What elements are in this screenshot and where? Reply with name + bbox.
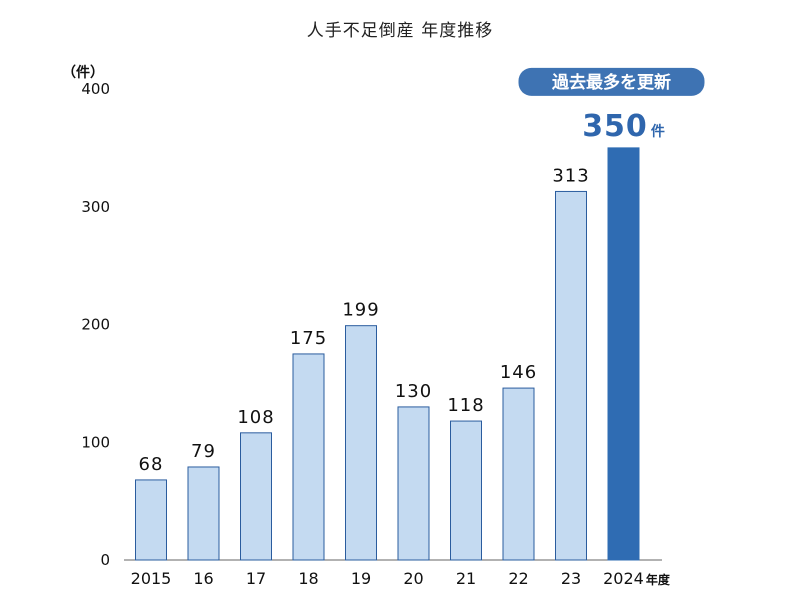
data-label: 175 <box>290 328 327 349</box>
x-tick-label: 18 <box>298 569 318 588</box>
data-label: 108 <box>237 407 274 428</box>
bar <box>345 325 377 561</box>
x-tick-label: 23 <box>561 569 581 588</box>
bar <box>555 190 587 561</box>
y-tick-label: 100 <box>81 433 110 451</box>
data-labels: 68 79 108 175 199 130 118 146 313 350 件 <box>139 109 665 475</box>
data-label: 199 <box>342 300 379 321</box>
x-axis: 2015 16 17 18 19 20 21 22 23 2024 年度 <box>131 569 671 588</box>
y-axis-unit-label: （件） <box>62 64 104 81</box>
y-tick-label: 200 <box>81 316 110 334</box>
x-tick-label: 2015 <box>131 569 172 588</box>
x-tick-label: 16 <box>193 569 213 588</box>
x-tick-label: 2024 年度 <box>603 569 671 588</box>
x-tick-label: 17 <box>246 569 266 588</box>
y-tick-label: 300 <box>81 198 110 216</box>
record-high-badge-text: 過去最多を更新 <box>552 72 671 93</box>
highlight-value: 350 <box>582 109 648 144</box>
bar <box>187 466 220 561</box>
bar <box>502 387 535 561</box>
bar <box>397 406 430 561</box>
x-tick-label: 19 <box>351 569 371 588</box>
chart-title: 人手不足倒産 年度推移 <box>307 21 493 41</box>
record-high-badge <box>518 67 705 96</box>
x-tick-suffix: 年度 <box>646 572 671 587</box>
data-label: 79 <box>191 441 216 462</box>
x-tick-label: 20 <box>403 569 423 588</box>
record-high-callout: 過去最多を更新 <box>518 67 705 96</box>
x-tick-year: 2024 <box>603 569 644 588</box>
x-tick-label: 22 <box>508 569 528 588</box>
y-tick-label: 0 <box>100 551 110 569</box>
y-tick-label: 400 <box>81 80 110 98</box>
data-label: 313 <box>552 165 589 186</box>
highlight-data-label: 350 件 <box>582 109 665 144</box>
bar-series <box>135 147 640 561</box>
bar <box>292 353 325 561</box>
bar-highlight <box>607 147 640 561</box>
bar <box>240 432 272 561</box>
data-label: 118 <box>447 395 484 416</box>
highlight-unit: 件 <box>651 123 665 140</box>
bar <box>135 479 167 561</box>
data-label: 68 <box>139 454 164 475</box>
x-tick-label: 21 <box>456 569 476 588</box>
y-axis: 0 100 200 300 400 <box>81 80 110 569</box>
data-label: 130 <box>395 381 432 402</box>
data-label: 146 <box>500 362 537 383</box>
bar <box>450 420 482 561</box>
